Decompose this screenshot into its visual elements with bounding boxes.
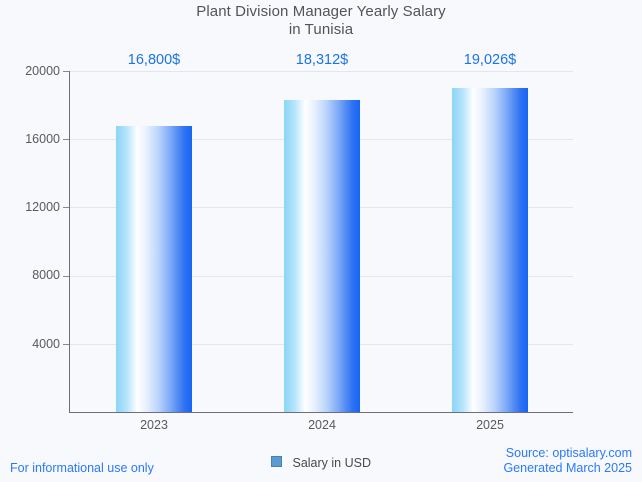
y-tick-label: 20000 [25,64,60,78]
y-axis-labels: 20000 16000 12000 8000 4000 [0,0,60,482]
chart-title-line2: in Tunisia [288,21,354,38]
y-tick-label: 4000 [32,337,60,351]
legend-item-label: Salary in USD [292,455,371,470]
bar-value-label-2024: 18,312$ [295,52,349,68]
bar-value-label-2023: 16,800$ [127,52,181,68]
generated-line: Generated March 2025 [503,461,632,475]
bar-2023[interactable] [116,126,192,412]
y-tick-mark [63,207,69,208]
informational-note: For informational use only [10,461,154,475]
y-tick-mark [63,71,69,72]
x-tick-label-2023: 2023 [140,418,168,432]
y-tick-mark [63,344,69,345]
x-tick-label-2025: 2025 [476,418,504,432]
x-tick-label-2024: 2024 [308,418,336,432]
legend-item-salary[interactable]: Salary in USD [271,455,371,470]
source-line: Source: optisalary.com [505,446,632,460]
y-tick-mark [63,139,69,140]
source-attribution: Source: optisalary.com Generated March 2… [503,446,632,476]
gridline [70,71,573,72]
y-tick-mark [63,276,69,277]
chart-legend: Salary in USD [0,455,642,470]
y-tick-label: 8000 [32,268,60,282]
legend-swatch-icon [271,456,282,468]
bar-2024[interactable] [284,100,360,412]
chart-title: Plant Division Manager Yearly Salary in … [0,3,642,39]
bar-2025[interactable] [452,88,528,412]
bar-value-label-2025: 19,026$ [463,52,517,68]
chart-title-line1: Plant Division Manager Yearly Salary [196,3,446,20]
y-tick-label: 16000 [25,132,60,146]
x-axis-line [69,412,573,413]
y-tick-label: 12000 [25,200,60,214]
y-axis-line [69,71,70,413]
plot-area [70,71,573,412]
